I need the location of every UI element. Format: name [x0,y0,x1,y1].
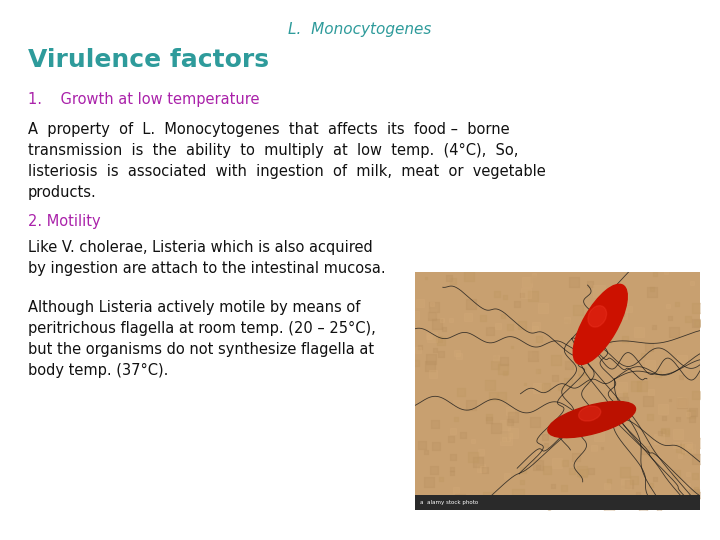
Text: L.  Monocytogenes: L. Monocytogenes [288,22,432,37]
Text: Like V. cholerae, Listeria which is also acquired: Like V. cholerae, Listeria which is also… [28,240,373,255]
Ellipse shape [579,406,600,421]
Text: Although Listeria actively motile by means of: Although Listeria actively motile by mea… [28,300,361,315]
Text: Virulence factors: Virulence factors [28,48,269,72]
Text: 2. Motility: 2. Motility [28,214,101,229]
Text: A  property  of  L.  Monocytogenes  that  affects  its  food –  borne: A property of L. Monocytogenes that affe… [28,122,510,137]
Ellipse shape [548,402,636,437]
Text: a  alamy stock photo: a alamy stock photo [420,500,478,505]
Ellipse shape [588,306,606,327]
Bar [415,495,700,510]
Text: peritrichous flagella at room temp. (20 – 25°C),: peritrichous flagella at room temp. (20 … [28,321,376,336]
Text: 1.    Growth at low temperature: 1. Growth at low temperature [28,92,259,107]
Text: transmission  is  the  ability  to  multiply  at  low  temp.  (4°C),  So,: transmission is the ability to multiply … [28,143,518,158]
Text: products.: products. [28,185,96,200]
Ellipse shape [573,284,627,364]
Text: but the organisms do not synthesize flagella at: but the organisms do not synthesize flag… [28,342,374,357]
Text: body temp. (37°C).: body temp. (37°C). [28,363,168,378]
Text: by ingestion are attach to the intestinal mucosa.: by ingestion are attach to the intestina… [28,261,386,276]
Text: listeriosis  is  associated  with  ingestion  of  milk,  meat  or  vegetable: listeriosis is associated with ingestion… [28,164,546,179]
